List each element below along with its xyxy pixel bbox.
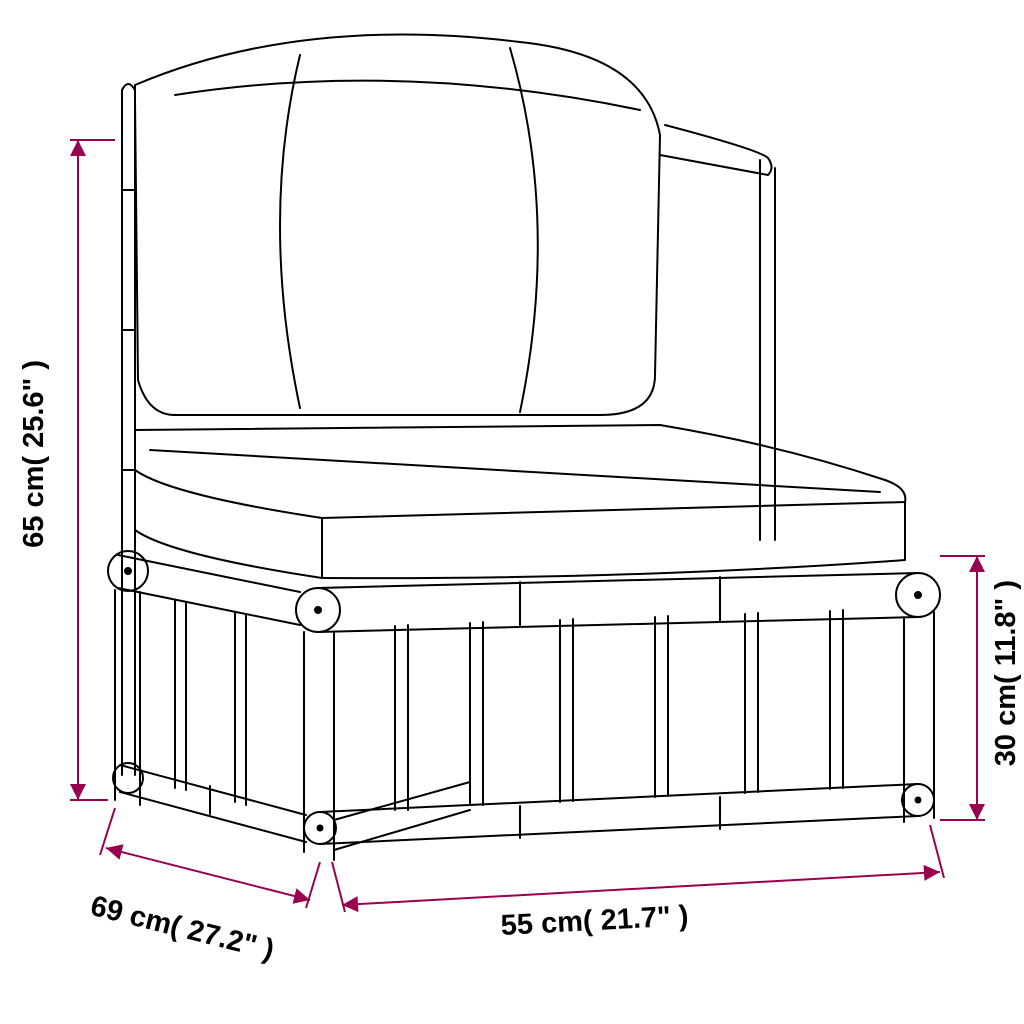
furniture-outline bbox=[108, 34, 940, 860]
label-seat-height: 30 cm( 11.8" ) bbox=[990, 580, 1023, 766]
label-height: 65 cm( 25.6" ) bbox=[18, 360, 51, 548]
technical-drawing-canvas: 65 cm( 25.6" ) 30 cm( 11.8" ) 69 cm( 27.… bbox=[0, 0, 1024, 1024]
dimension-lines bbox=[70, 140, 985, 912]
drawing-svg bbox=[0, 0, 1024, 1024]
